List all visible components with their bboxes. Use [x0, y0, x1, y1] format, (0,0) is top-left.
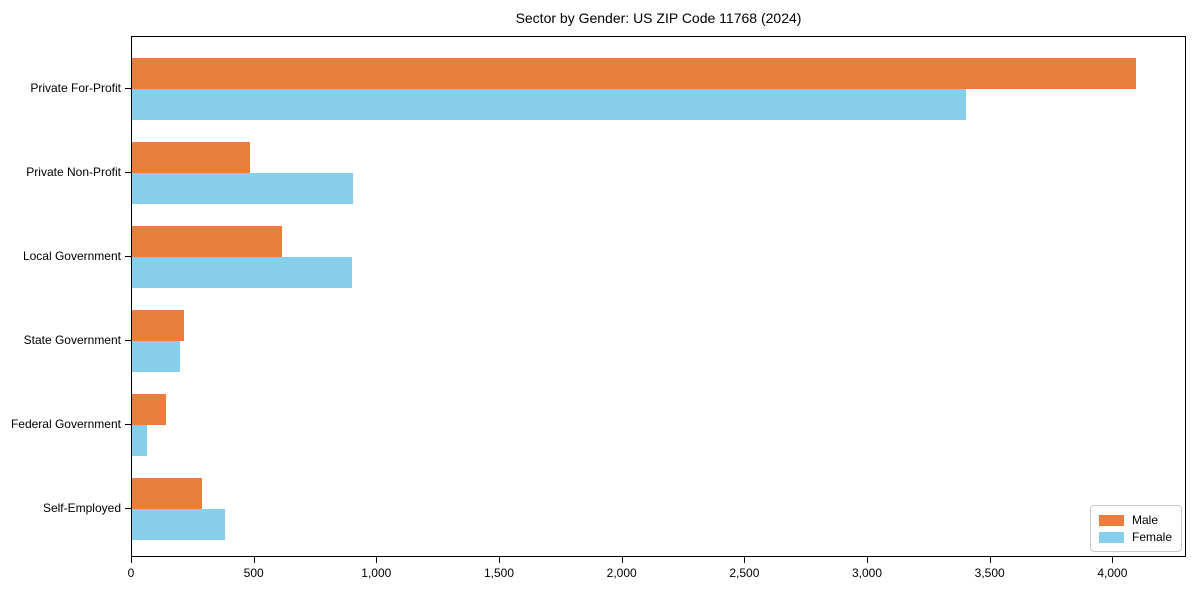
x-tick-label: 1,000	[361, 566, 392, 580]
x-tick-label: 2,000	[606, 566, 637, 580]
y-tick-mark	[125, 424, 131, 425]
bar-female-state-government	[132, 341, 180, 372]
x-tick-label: 1,500	[483, 566, 515, 580]
y-axis-label-private-for-profit: Private For-Profit	[30, 81, 121, 95]
y-tick-mark	[125, 88, 131, 89]
y-tick-mark	[125, 340, 131, 341]
bar-female-private-for-profit	[132, 89, 967, 120]
chart-title: Sector by Gender: US ZIP Code 11768 (202…	[515, 10, 802, 26]
y-axis-label-local-government: Local Government	[22, 249, 121, 263]
x-tick-mark	[499, 557, 500, 563]
bar-female-private-non-profit	[132, 173, 353, 204]
legend-entry-male: Male	[1099, 512, 1181, 527]
x-tick-label: 500	[243, 566, 264, 580]
x-tick-label: 3,000	[851, 566, 883, 580]
y-axis-label-federal-government: Federal Government	[10, 417, 121, 431]
x-tick-mark	[253, 557, 255, 563]
x-tick-mark	[1112, 557, 1114, 563]
bar-male-federal-government	[132, 394, 167, 425]
x-tick-mark	[867, 557, 868, 563]
y-tick-mark	[125, 508, 131, 509]
bar-male-self-employed	[132, 478, 202, 509]
legend-swatch-female	[1099, 531, 1124, 543]
legend-entry-female: Female	[1099, 529, 1181, 544]
legend-label-female: Female	[1132, 529, 1173, 544]
x-tick-mark	[376, 557, 378, 563]
bar-male-private-for-profit	[132, 58, 1136, 89]
bar-female-local-government	[132, 257, 352, 288]
x-tick-mark	[989, 557, 991, 563]
bar-female-federal-government	[132, 425, 147, 456]
bar-male-state-government	[132, 310, 184, 341]
y-axis-label-private-non-profit: Private Non-Profit	[26, 165, 121, 179]
x-tick-mark	[131, 557, 132, 563]
bar-male-private-non-profit	[132, 142, 250, 173]
bar-male-local-government	[132, 226, 282, 257]
plot-area	[131, 36, 1186, 557]
y-axis-label-state-government: State Government	[23, 333, 121, 347]
x-tick-label: 4,000	[1097, 566, 1128, 580]
legend-swatch-male	[1099, 514, 1124, 526]
x-tick-label: 0	[127, 566, 135, 580]
y-axis-label-self-employed: Self-Employed	[42, 501, 121, 515]
x-tick-label: 2,500	[729, 566, 760, 580]
legend-label-male: Male	[1132, 512, 1159, 527]
x-tick-mark	[621, 557, 623, 563]
bar-female-self-employed	[132, 509, 226, 540]
y-tick-mark	[125, 172, 131, 173]
x-tick-mark	[744, 557, 746, 563]
legend: Male Female	[1090, 505, 1182, 552]
y-tick-mark	[125, 256, 131, 257]
x-tick-label: 3,500	[974, 566, 1005, 580]
